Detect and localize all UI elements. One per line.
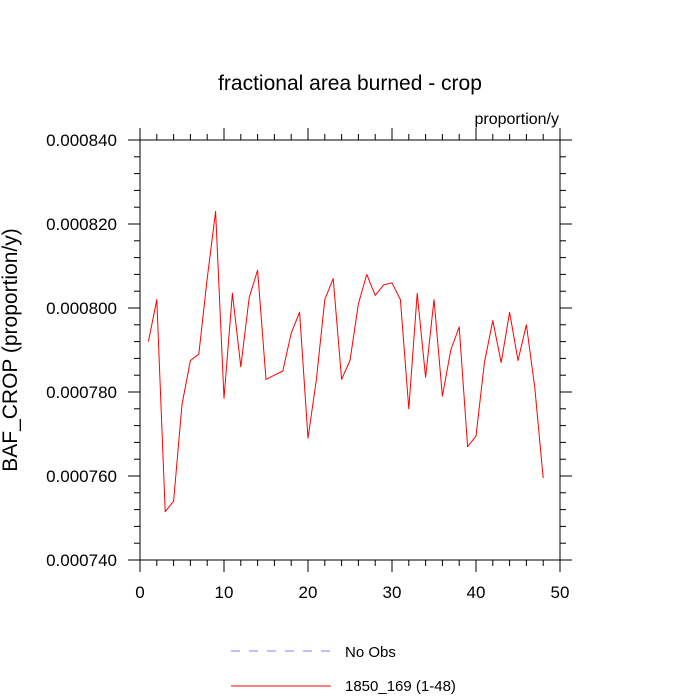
legend-label-no-obs: No Obs [345, 644, 396, 661]
units-label: proportion/y [475, 111, 560, 128]
x-tick-label: 20 [299, 583, 318, 602]
x-tick-labels: 0 10 20 30 40 50 [135, 583, 569, 602]
y-tick-label: 0.000760 [46, 467, 117, 486]
plot-frame [139, 139, 561, 561]
legend-label-1850-169: 1850_169 (1-48) [345, 678, 456, 695]
x-tick-label: 40 [467, 583, 486, 602]
y-tick-labels: 0.000740 0.000760 0.000780 0.000800 0.000820… [46, 131, 117, 570]
y-tick-label: 0.000780 [46, 383, 117, 402]
y-tick-label: 0.000800 [46, 299, 117, 318]
x-tick-label: 30 [383, 583, 402, 602]
series-lines [147, 210, 544, 513]
x-tick-label: 10 [215, 583, 234, 602]
series-line [147, 210, 544, 513]
y-tick-label: 0.000840 [46, 131, 117, 150]
y-axis-label: BAF_CROP (proportion/y) [0, 228, 22, 472]
y-tick-label: 0.000740 [46, 551, 117, 570]
axis-ticks [128, 128, 572, 572]
legend: No Obs 1850_169 (1-48) [231, 644, 456, 695]
chart-title: fractional area burned - crop [218, 72, 482, 95]
plot-border [139, 139, 561, 561]
x-tick-label: 50 [551, 583, 570, 602]
y-tick-label: 0.000820 [46, 215, 117, 234]
x-tick-label: 0 [135, 583, 144, 602]
